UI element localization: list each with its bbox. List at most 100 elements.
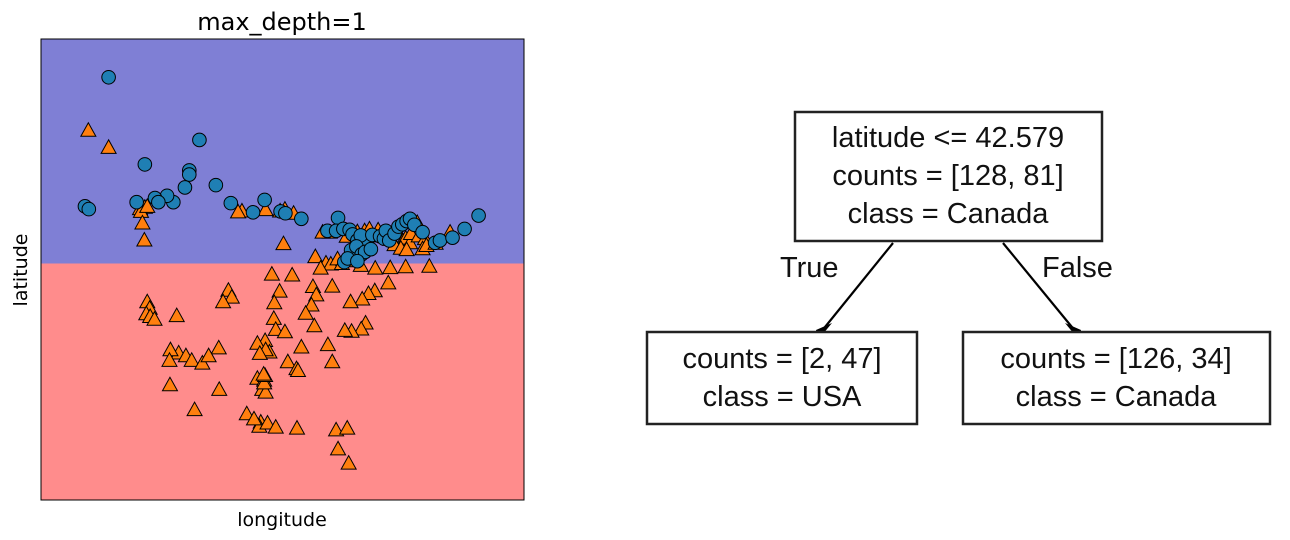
usa-point	[297, 304, 315, 320]
usa-point	[79, 121, 97, 137]
usa-point	[267, 320, 285, 336]
canada-point	[415, 224, 430, 240]
tree-root-node: latitude <= 42.579 counts = [128, 81] cl…	[793, 110, 1104, 243]
canada-point	[245, 205, 261, 220]
usa-point	[397, 258, 415, 274]
usa-point	[238, 405, 256, 421]
canada-point	[257, 192, 272, 208]
canada-point	[471, 208, 486, 223]
canada-point	[129, 194, 144, 210]
usa-point	[255, 365, 273, 381]
usa-point	[263, 265, 281, 281]
usa-point	[306, 248, 324, 264]
edge-label-true: True	[780, 252, 839, 284]
usa-point	[229, 203, 247, 219]
canada-point	[192, 132, 207, 148]
usa-point	[223, 288, 241, 304]
usa-point	[279, 353, 297, 369]
usa-point	[381, 259, 399, 275]
usa-point	[146, 310, 163, 326]
usa-point	[168, 307, 186, 323]
usa-point	[319, 336, 337, 352]
usa-point	[303, 296, 320, 312]
scatter-markers	[77, 69, 486, 470]
usa-point	[342, 293, 359, 309]
usa-point	[161, 351, 178, 367]
usa-point	[398, 241, 415, 257]
usa-point	[265, 309, 283, 325]
usa-point	[210, 339, 228, 355]
usa-point	[257, 383, 274, 399]
tree-edge-false: False	[1002, 242, 1113, 340]
usa-point	[265, 294, 283, 310]
usa-point	[379, 274, 397, 290]
region-lower	[41, 263, 524, 500]
usa-point	[136, 231, 153, 247]
usa-point	[183, 351, 201, 367]
usa-point	[312, 259, 330, 275]
usa-point	[306, 317, 323, 333]
region-upper	[41, 39, 524, 264]
left-line-2: class = USA	[703, 381, 862, 413]
canada-point	[137, 157, 153, 172]
decision-boundary-plot: max_depth=1 longitude latitude	[10, 8, 525, 531]
left-line-1: counts = [2, 47]	[682, 343, 881, 375]
decision-tree: latitude <= 42.579 counts = [128, 81] cl…	[645, 110, 1272, 426]
right-line-2: class = Canada	[1016, 381, 1218, 413]
usa-point	[283, 266, 301, 282]
canada-point	[223, 195, 239, 211]
usa-point	[100, 138, 117, 154]
usa-point	[292, 338, 310, 354]
tree-edge-true: True	[780, 242, 894, 340]
usa-point	[271, 282, 288, 298]
canada-point	[278, 205, 293, 221]
tree-left-node: counts = [2, 47] class = USA	[645, 330, 919, 426]
plot-title: max_depth=1	[197, 8, 367, 36]
usa-point	[251, 344, 269, 360]
usa-point	[366, 259, 384, 275]
usa-point	[352, 320, 370, 336]
usa-point	[134, 214, 151, 230]
plot-frame	[40, 38, 525, 501]
canada-point	[81, 201, 97, 217]
canada-point	[101, 69, 116, 85]
usa-point	[210, 380, 228, 396]
usa-point	[336, 321, 354, 337]
usa-point	[340, 454, 358, 470]
usa-point	[186, 401, 203, 417]
canada-point	[208, 177, 224, 193]
root-line-2: counts = [128, 81]	[832, 160, 1063, 192]
usa-point	[327, 421, 345, 437]
usa-point	[338, 419, 356, 435]
y-axis-label: latitude	[10, 234, 32, 307]
usa-point	[255, 374, 273, 390]
canada-point	[432, 233, 448, 248]
usa-point	[329, 440, 347, 456]
usa-point	[353, 290, 371, 306]
canada-point	[445, 230, 460, 245]
usa-point	[289, 361, 307, 377]
usa-point	[138, 197, 156, 213]
canada-point	[151, 194, 166, 210]
usa-point	[420, 257, 438, 273]
canada-point	[294, 211, 309, 227]
edge-label-false: False	[1042, 252, 1113, 284]
canada-point	[177, 180, 193, 195]
usa-point	[161, 376, 179, 392]
usa-point	[323, 277, 341, 293]
x-axis-label: longitude	[237, 509, 327, 531]
usa-point	[276, 323, 294, 339]
usa-point	[214, 293, 232, 309]
usa-point	[245, 410, 263, 426]
usa-point	[275, 235, 292, 251]
root-line-1: latitude <= 42.579	[832, 122, 1064, 154]
usa-point	[200, 347, 217, 363]
canada-point	[457, 221, 472, 237]
canada-point	[363, 241, 379, 257]
usa-point	[193, 354, 211, 370]
usa-point	[257, 201, 274, 217]
usa-point	[307, 286, 325, 302]
canada-point	[181, 167, 197, 182]
usa-point	[267, 418, 285, 434]
root-line-3: class = Canada	[848, 198, 1050, 230]
